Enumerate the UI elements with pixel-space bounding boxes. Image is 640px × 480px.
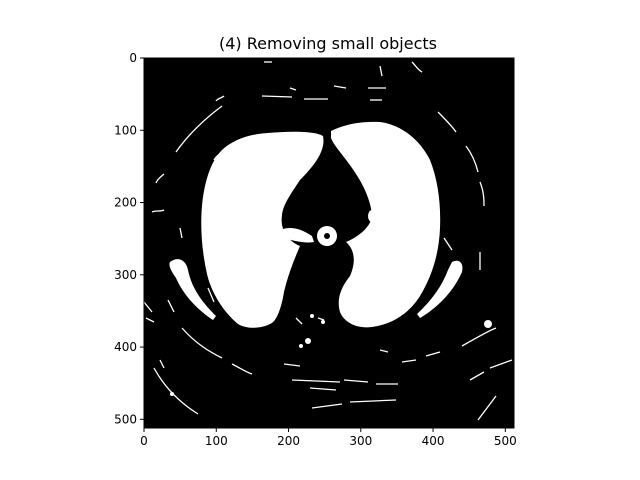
left-lung-region xyxy=(201,131,324,328)
y-tick-label: 500 xyxy=(114,412,137,426)
x-tick-label: 500 xyxy=(494,434,517,448)
y-tick-label: 200 xyxy=(114,196,137,210)
x-axis: 0 100 200 300 400 500 xyxy=(140,428,517,448)
image-plot xyxy=(143,57,515,429)
left-rib-structure xyxy=(169,259,216,320)
x-tick-label: 400 xyxy=(422,434,445,448)
y-tick-label: 400 xyxy=(114,340,137,354)
right-lung-region xyxy=(331,121,441,328)
trachea-lumen xyxy=(324,233,330,239)
y-tick-label: 0 xyxy=(129,51,137,65)
right-rib-structure xyxy=(417,260,463,318)
x-tick-label: 0 xyxy=(140,434,148,448)
y-tick-label: 100 xyxy=(114,123,137,137)
y-axis: 0 100 200 300 400 500 xyxy=(114,51,144,426)
small-blobs xyxy=(170,314,492,396)
chart-title: (4) Removing small objects xyxy=(219,34,437,53)
x-tick-label: 300 xyxy=(349,434,372,448)
x-tick-label: 100 xyxy=(205,434,228,448)
x-tick-label: 200 xyxy=(277,434,300,448)
y-tick-label: 300 xyxy=(114,268,137,282)
image-frame xyxy=(143,57,515,429)
airway-branch xyxy=(280,228,314,243)
body-outline-fragments xyxy=(144,61,513,421)
vessel-region xyxy=(368,210,376,222)
